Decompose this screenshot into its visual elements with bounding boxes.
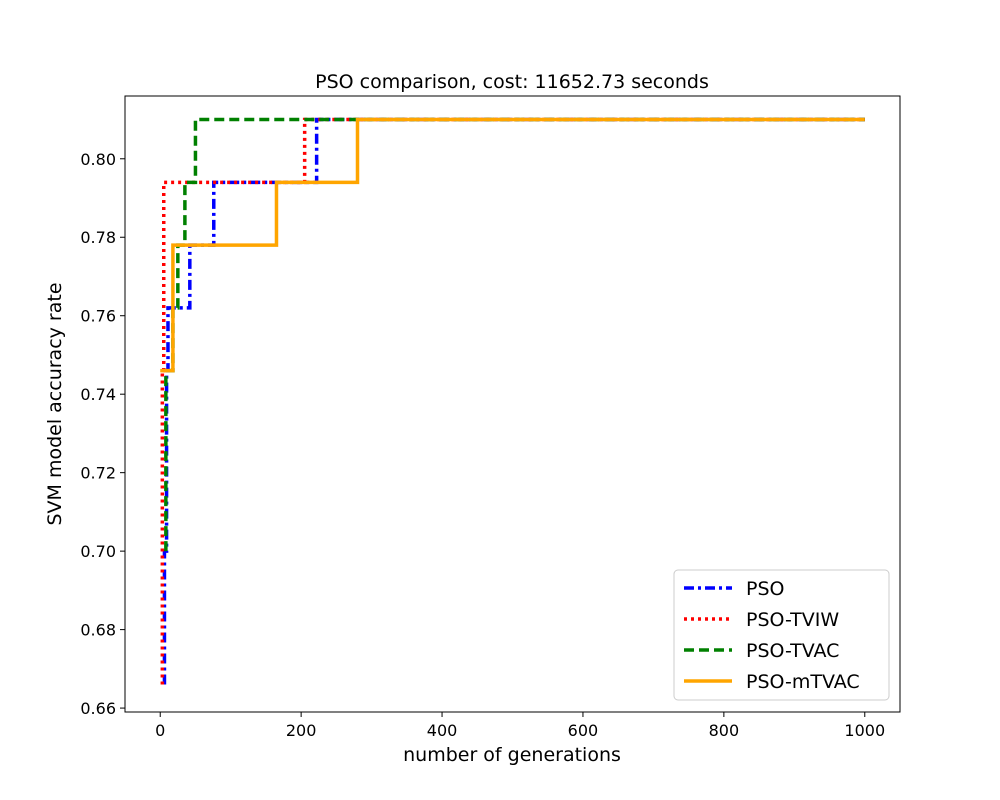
y-tick-label: 0.80 xyxy=(80,150,116,169)
y-tick-label: 0.70 xyxy=(80,542,116,561)
x-tick-label: 1000 xyxy=(844,721,885,740)
series-line-3 xyxy=(164,117,865,552)
y-tick-label: 0.72 xyxy=(80,464,116,483)
x-tick-label: 600 xyxy=(568,721,599,740)
x-tick-label: 400 xyxy=(427,721,458,740)
legend-label-4: PSO-mTVAC xyxy=(746,671,860,693)
legend-label-1: PSO xyxy=(746,578,784,600)
y-tick-label: 0.74 xyxy=(80,385,116,404)
legend-box xyxy=(673,569,890,701)
series-line-4 xyxy=(160,117,865,373)
x-tick-label: 800 xyxy=(709,721,740,740)
x-tick-label: 0 xyxy=(155,721,165,740)
plot-area-frame xyxy=(124,95,901,713)
legend: PSO PSO-TVIW PSO-TVAC PSO-mTVAC xyxy=(673,569,890,701)
y-axis-ticks: 0.66 0.68 0.70 0.72 0.74 0.76 0.78 0.80 xyxy=(80,150,125,718)
chart-title: PSO comparison, cost: 11652.73 seconds xyxy=(315,71,709,93)
x-tick-label: 200 xyxy=(286,721,317,740)
y-tick-label: 0.68 xyxy=(80,621,116,640)
y-tick-label: 0.78 xyxy=(80,228,116,247)
x-axis-ticks: 0 200 400 600 800 1000 xyxy=(155,712,885,740)
series-layer xyxy=(160,117,865,685)
y-tick-label: 0.66 xyxy=(80,699,116,718)
legend-label-3: PSO-TVAC xyxy=(746,640,839,662)
legend-label-2: PSO-TVIW xyxy=(746,609,839,631)
y-tick-label: 0.76 xyxy=(80,307,116,326)
x-axis-label: number of generations xyxy=(403,744,621,766)
y-axis-label: SVM model accuracy rate xyxy=(44,282,66,525)
